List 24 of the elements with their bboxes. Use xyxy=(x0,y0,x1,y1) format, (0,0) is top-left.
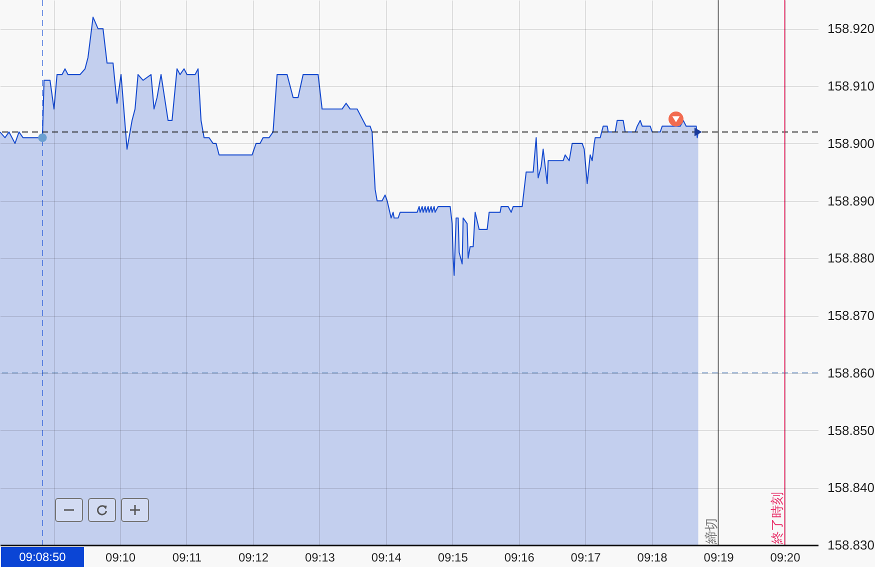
x-tick-label: 09:17 xyxy=(570,550,602,564)
y-tick-label: 158.910 xyxy=(828,78,874,94)
x-tick-label: 09:18 xyxy=(637,550,668,564)
y-tick-label: 158.900 xyxy=(828,136,874,151)
y-tick-label: 158.840 xyxy=(828,480,874,496)
x-tick-label: 09:20 xyxy=(770,550,801,564)
y-tick-label: 158.890 xyxy=(828,193,874,208)
x-tick-label: 09:16 xyxy=(504,550,535,564)
x-tick-label: 09:14 xyxy=(371,550,402,564)
y-tick-label: 158.860 xyxy=(828,365,874,380)
y-tick-label: 158.870 xyxy=(828,308,874,324)
y-tick-label: 158.880 xyxy=(828,250,874,266)
y-tick-label: 158.830 xyxy=(828,538,874,552)
y-tick-label: 158.920 xyxy=(828,21,874,36)
x-tick-label: 09:13 xyxy=(304,550,336,564)
ref-line-label: 09:08:50 xyxy=(19,550,66,564)
ref-line-label: 締切 xyxy=(703,518,718,545)
ref-line-label: 終了時刻 xyxy=(770,492,785,545)
x-tick-label: 09:15 xyxy=(438,550,468,564)
x-tick-label: 09:19 xyxy=(704,550,734,564)
x-tick-label: 09:12 xyxy=(238,550,269,564)
y-tick-label: 158.850 xyxy=(828,422,874,438)
x-tick-label: 09:11 xyxy=(172,550,202,564)
x-tick-label: 09:10 xyxy=(106,550,136,564)
